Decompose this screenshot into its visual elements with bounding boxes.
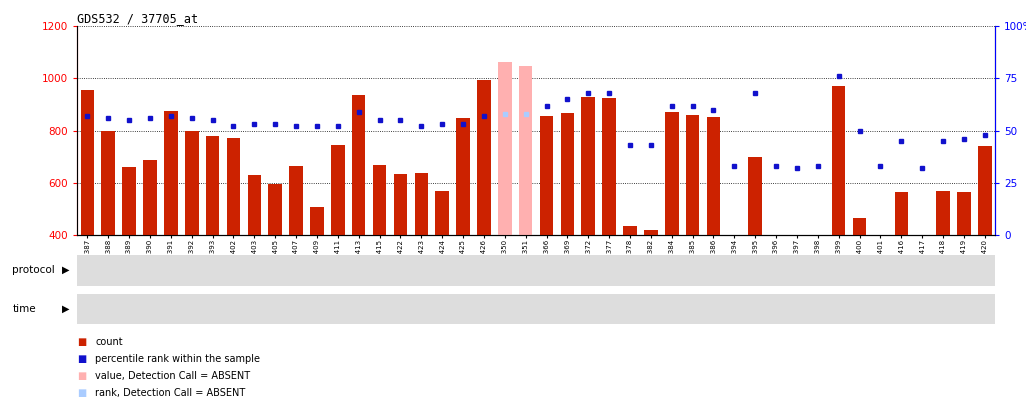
Text: 0: 0 <box>512 304 518 314</box>
Text: rank, Detection Call = ABSENT: rank, Detection Call = ABSENT <box>95 388 245 398</box>
Bar <box>435 191 449 339</box>
Bar <box>602 98 616 339</box>
Bar <box>185 131 198 339</box>
Bar <box>372 164 387 339</box>
Text: protocol: protocol <box>12 265 55 275</box>
Bar <box>122 167 135 339</box>
Text: percentile rank within the sample: percentile rank within the sample <box>95 354 261 364</box>
Bar <box>853 218 866 339</box>
Bar <box>895 192 908 339</box>
Bar <box>352 95 365 339</box>
Text: ■: ■ <box>77 388 86 398</box>
Bar <box>560 113 575 339</box>
Bar <box>978 146 991 339</box>
Text: 48 h: 48 h <box>421 304 443 314</box>
FancyBboxPatch shape <box>369 296 495 322</box>
Bar <box>81 90 94 339</box>
Bar <box>874 265 887 339</box>
Bar <box>269 184 282 339</box>
Text: 24 h: 24 h <box>284 304 308 314</box>
Bar <box>247 175 262 339</box>
Text: ▶: ▶ <box>63 265 70 275</box>
Text: 6 h: 6 h <box>142 304 158 314</box>
Bar <box>164 111 177 339</box>
Text: 6 h: 6 h <box>569 304 586 314</box>
Bar <box>415 173 428 339</box>
Bar <box>957 192 971 339</box>
Bar <box>748 157 762 339</box>
FancyBboxPatch shape <box>77 258 495 283</box>
Bar <box>707 117 720 339</box>
FancyBboxPatch shape <box>828 296 995 322</box>
Text: ■: ■ <box>77 371 86 381</box>
Bar <box>937 191 950 339</box>
Text: ■: ■ <box>77 337 86 347</box>
Bar <box>310 207 324 339</box>
Bar <box>540 116 553 339</box>
Bar <box>685 115 700 339</box>
Bar <box>477 80 490 339</box>
FancyBboxPatch shape <box>620 296 828 322</box>
FancyBboxPatch shape <box>495 258 995 283</box>
Text: 48 h: 48 h <box>900 304 923 314</box>
Bar <box>206 136 220 339</box>
FancyBboxPatch shape <box>495 296 536 322</box>
Bar <box>770 266 783 339</box>
Bar <box>289 166 303 339</box>
Text: value, Detection Call = ABSENT: value, Detection Call = ABSENT <box>95 371 250 381</box>
Text: time: time <box>12 304 36 313</box>
FancyBboxPatch shape <box>536 296 620 322</box>
Text: count: count <box>95 337 123 347</box>
Text: ▶: ▶ <box>63 304 70 313</box>
Bar <box>331 145 345 339</box>
Bar <box>457 117 470 339</box>
Text: 24 h: 24 h <box>712 304 736 314</box>
Bar <box>832 86 845 339</box>
Bar <box>519 66 532 339</box>
Bar <box>727 269 741 339</box>
Bar <box>915 269 929 339</box>
Bar <box>102 130 115 339</box>
FancyBboxPatch shape <box>77 296 223 322</box>
Bar <box>394 174 407 339</box>
FancyBboxPatch shape <box>223 296 369 322</box>
Bar <box>227 139 240 339</box>
Bar <box>790 265 803 339</box>
Text: ■: ■ <box>77 354 86 364</box>
Bar <box>144 160 157 339</box>
Text: 60 mm Hg hydrostatic pressure: 60 mm Hg hydrostatic pressure <box>203 265 368 275</box>
Text: ambient pressure: ambient pressure <box>699 265 791 275</box>
Bar <box>665 112 678 339</box>
Bar <box>623 226 637 339</box>
Bar <box>811 269 825 339</box>
Bar <box>644 230 658 339</box>
Bar <box>582 97 595 339</box>
Bar <box>498 62 512 339</box>
Text: GDS532 / 37705_at: GDS532 / 37705_at <box>77 12 198 25</box>
